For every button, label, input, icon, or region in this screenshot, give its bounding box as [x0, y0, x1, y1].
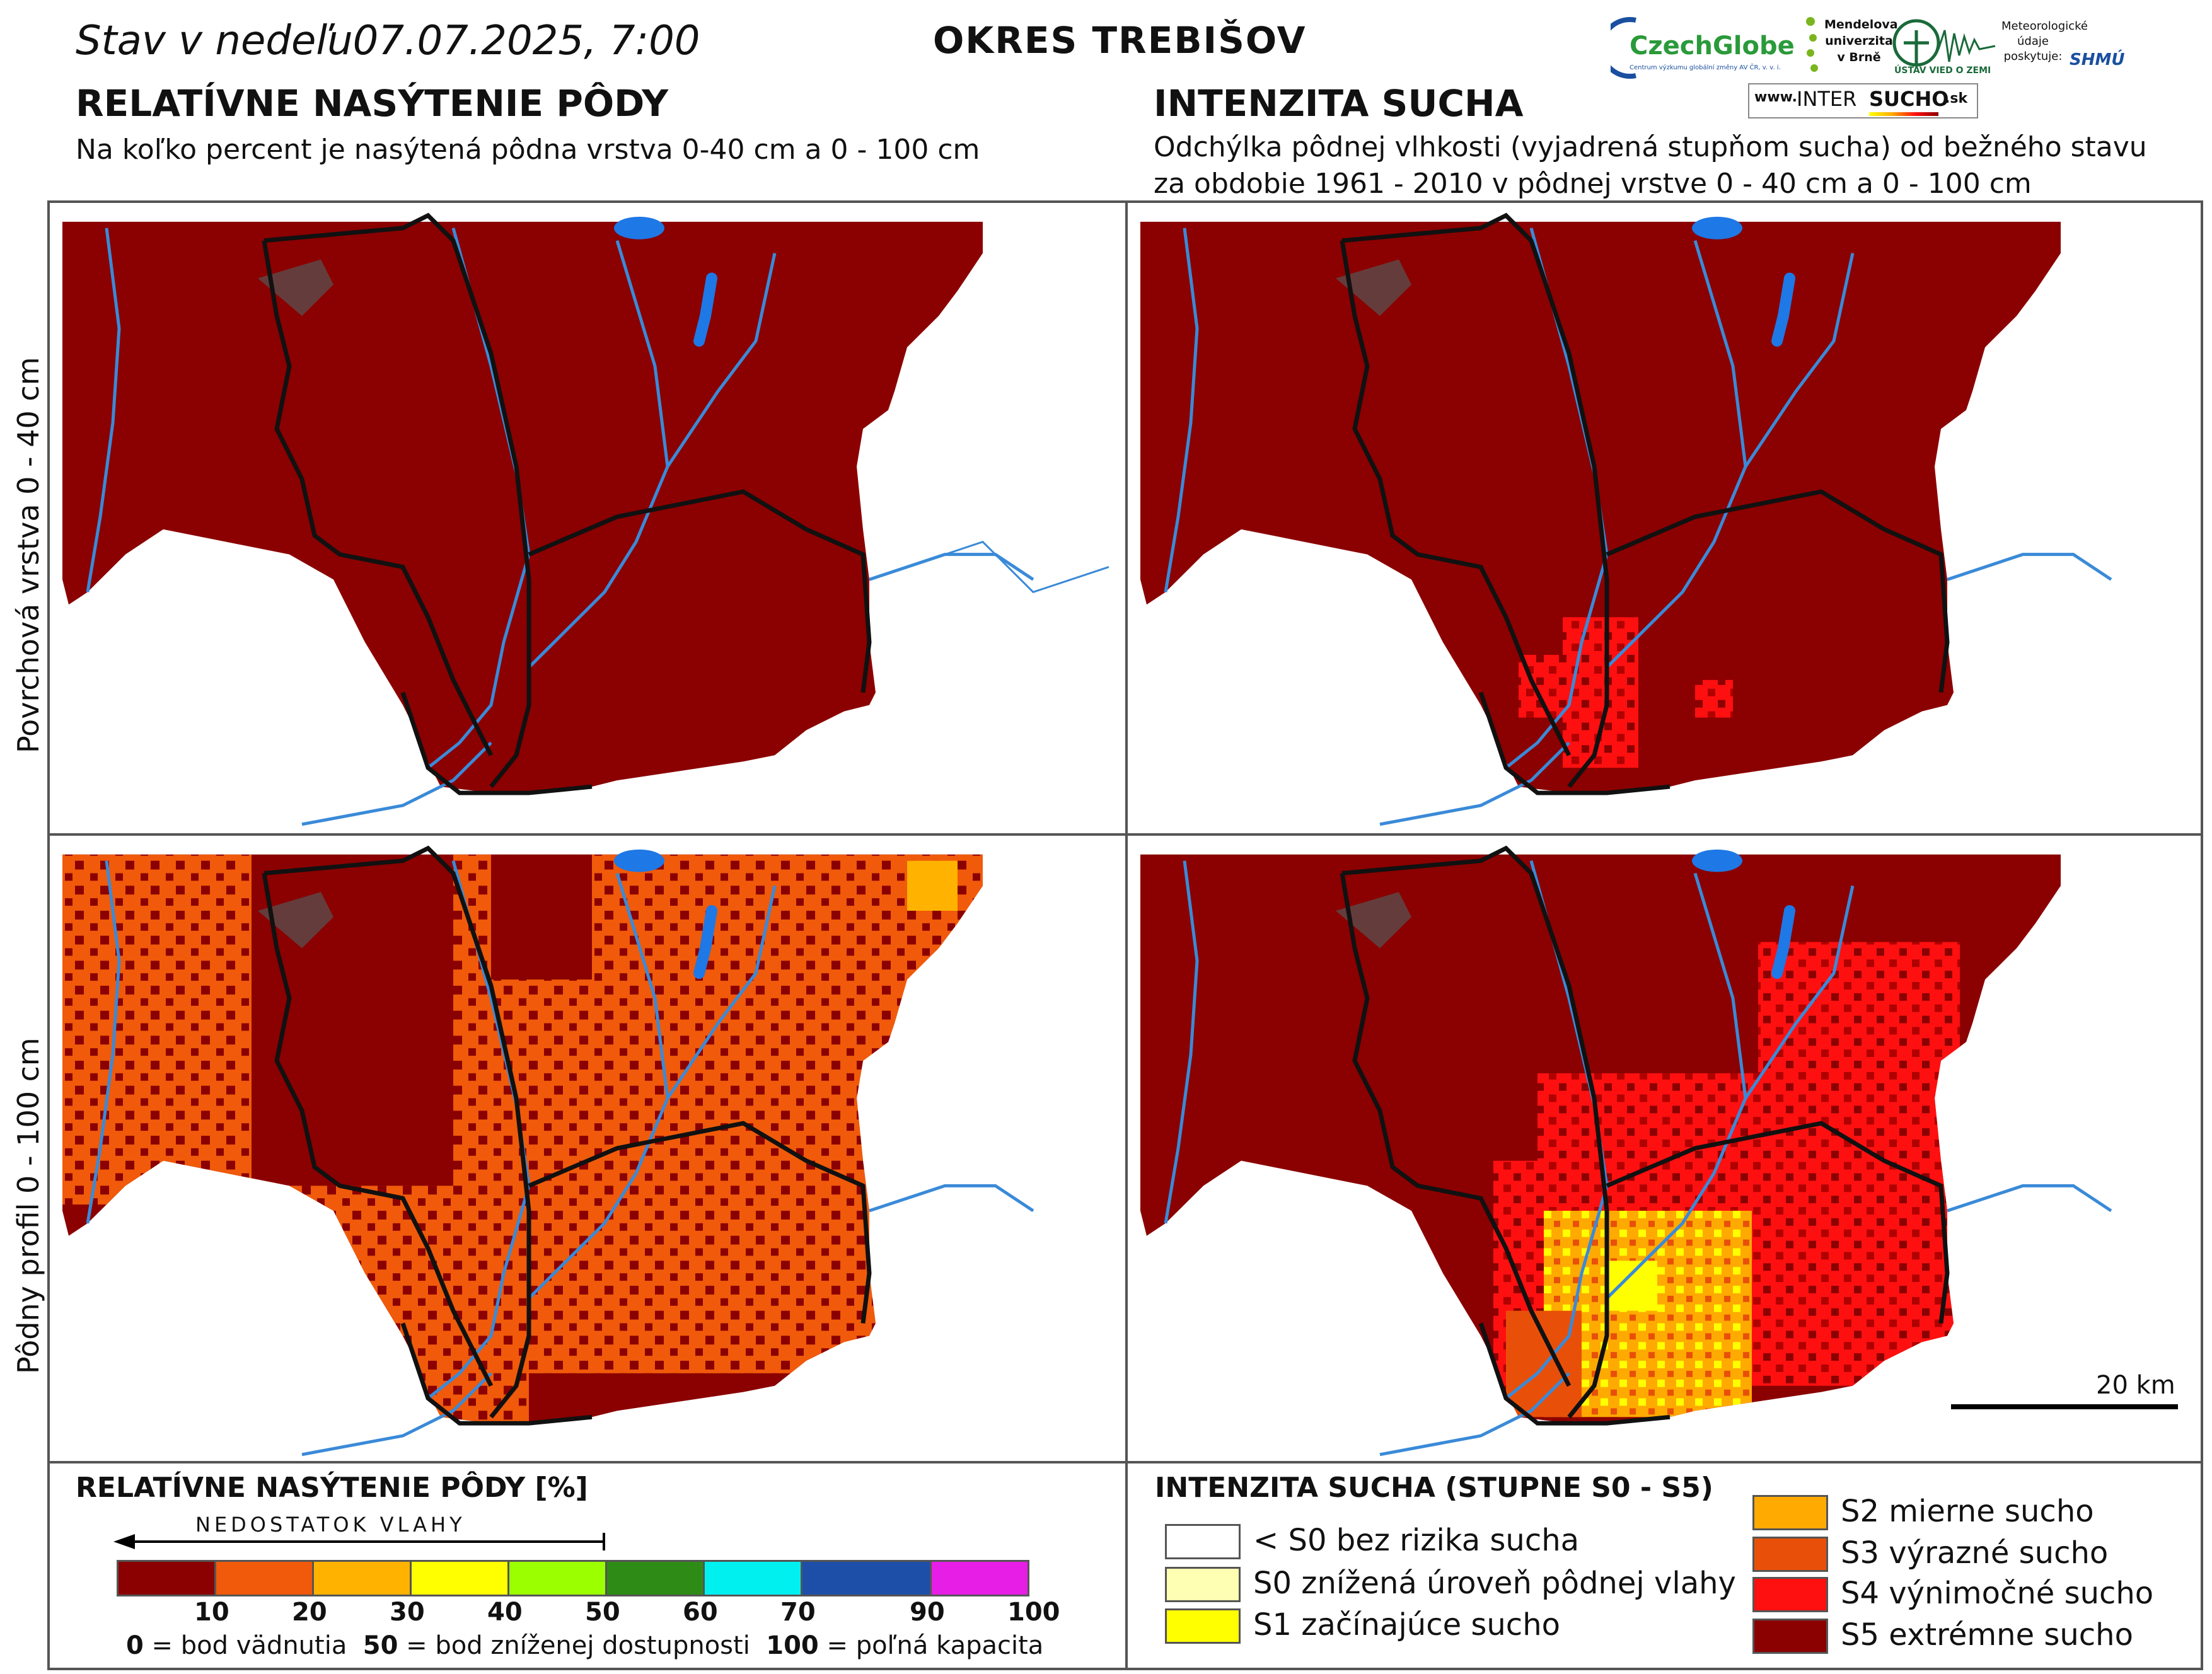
mendel-dots-icon [1806, 17, 1818, 72]
legend-arrow-label: NEDOSTATOK VLAHY [195, 1513, 466, 1537]
note-100-value: 100 [766, 1631, 819, 1660]
legend-right-title: INTENZITA SUCHA (STUPNE S0 - S5) [1155, 1472, 1713, 1504]
note-100-text: = poľná kapacita [818, 1631, 1044, 1660]
colorbar-tick: 70 [780, 1598, 816, 1627]
colorbar-swatch [117, 1560, 216, 1596]
scale-bar-label: 20 km [2096, 1371, 2175, 1400]
colorbar-tick: 50 [585, 1598, 620, 1627]
map-drought-0-100 [1140, 848, 2111, 1455]
scale-bar [1951, 1404, 2178, 1409]
colorbar-swatch [605, 1560, 705, 1596]
legend-left-title: RELATÍVNE NASÝTENIE PÔDY [%] [76, 1472, 588, 1504]
frame-divider-vertical [1125, 200, 1128, 1670]
colorbar-swatch [507, 1560, 607, 1596]
drought-legend-label: < S0 bez rizika sucha [1253, 1523, 1580, 1558]
frame-divider-middle [47, 833, 2203, 836]
frame-divider-legend [47, 1461, 2203, 1463]
colorbar-tick: 30 [390, 1598, 425, 1627]
drought-legend-label: S2 mierne sucho [1841, 1494, 2094, 1529]
colorbar-swatch [703, 1560, 802, 1596]
drought-legend-label: S4 výnimočné sucho [1841, 1576, 2154, 1611]
legend-notes: 0 = bod vädnutia 50 = bod zníženej dostu… [126, 1631, 1043, 1660]
colorbar-swatch [214, 1560, 314, 1596]
drought-legend-label: S1 začínajúce sucho [1253, 1607, 1560, 1642]
czechglobe-sub: Centrum výzkumu globální změny AV ČR, v.… [1630, 64, 1781, 71]
shmu-logo: Meteorologické údaje poskytuje: SHMÚ [2001, 19, 2128, 82]
intersucho-prefix: www. [1754, 89, 1797, 105]
usv-name: ÚSTAV VIED O ZEMI [1894, 66, 1991, 76]
colorbar-tick: 90 [910, 1598, 945, 1627]
intersucho-suffix: .sk [1945, 91, 1968, 107]
drought-legend-label: S0 znížená úroveň pôdnej vlahy [1253, 1566, 1736, 1601]
intersucho-bar [1869, 112, 1938, 116]
drought-legend-swatch [1165, 1608, 1241, 1644]
colorbar-tick: 10 [194, 1598, 229, 1627]
map-saturation-0-100 [62, 848, 1033, 1455]
colorbar-swatch [410, 1560, 509, 1596]
drought-legend-swatch [1165, 1567, 1241, 1602]
mendel-name: Mendelova univerzita v Brně [1824, 18, 1898, 64]
saturation-ticks: 10 20 30 40 50 60 70 90 100 [117, 1598, 1062, 1628]
shmu-name: SHMÚ [2070, 50, 2125, 69]
map-drought-0-40 [1140, 216, 2111, 824]
intersucho-sucho: SUCHO [1869, 87, 1949, 111]
legend-arrow [113, 1533, 605, 1550]
note-50-text: = bod zníženej dostupnosti [398, 1631, 750, 1660]
mendel-logo: Mendelova univerzita v Brně [1803, 14, 1898, 83]
drought-patches [1493, 942, 1972, 1417]
intersucho-logo: www. INTER SUCHO .sk [1748, 83, 1978, 118]
map-saturation-0-40 [62, 216, 1109, 824]
drought-legend-swatch [1752, 1537, 1828, 1572]
usv-logo: ÚSTAV VIED O ZEMI [1891, 18, 1998, 81]
left-title: RELATÍVNE NASÝTENIE PÔDY [76, 82, 669, 125]
district-title: OKRES TREBIŠOV [933, 19, 1307, 62]
drought-legend-swatch [1752, 1495, 1828, 1530]
colorbar-swatch [930, 1560, 1029, 1596]
colorbar-tick: 60 [683, 1598, 718, 1627]
usv-seismograph-icon [1892, 19, 1996, 67]
drought-legend-swatch [1165, 1524, 1241, 1559]
drought-legend-label: S3 výrazné sucho [1841, 1535, 2109, 1571]
colorbar-tick: 20 [292, 1598, 327, 1627]
left-subtitle: Na koľko percent je nasýtená pôdna vrstv… [76, 134, 980, 166]
right-title: INTENZITA SUCHA [1154, 82, 1524, 125]
note-0-text: = bod vädnutia [143, 1631, 347, 1660]
right-subtitle-line-1: Odchýlka pôdnej vlhkosti (vyjadrená stup… [1154, 131, 2147, 163]
drought-legend-swatch [1752, 1619, 1828, 1654]
note-0-value: 0 [126, 1631, 144, 1660]
colorbar-tick: 40 [487, 1598, 523, 1627]
right-subtitle-line-2: za obdobie 1961 - 2010 v pôdnej vrstve 0… [1154, 168, 2032, 200]
colorbar-tick: 100 [1007, 1598, 1060, 1627]
date-line: Stav v nedeľu07.07.2025, 7:00 [76, 18, 700, 64]
note-50-value: 50 [362, 1631, 398, 1660]
drought-legend-swatch [1752, 1577, 1828, 1612]
right-subtitle: Odchýlka pôdnej vlhkosti (vyjadrená stup… [1154, 129, 2162, 202]
saturation-colorbar [117, 1560, 1029, 1596]
czechglobe-name: CzechGlobe [1630, 32, 1795, 61]
colorbar-swatch [801, 1560, 932, 1596]
drought-legend-label: S5 extrémne sucho [1841, 1617, 2133, 1653]
intersucho-inter: INTER [1797, 87, 1857, 111]
colorbar-swatch [312, 1560, 412, 1596]
